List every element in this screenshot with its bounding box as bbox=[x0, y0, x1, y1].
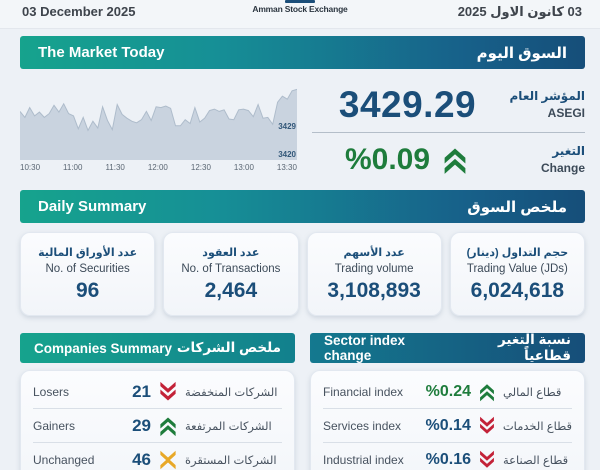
companies-summary-title-ar: ملخص الشركات bbox=[176, 340, 281, 355]
ase-logo-mark-cropped bbox=[285, 0, 315, 3]
companies-summary-title-en: Companies Summary bbox=[34, 340, 173, 356]
index-labels: المؤشر العام ASEGI bbox=[503, 88, 585, 122]
losers-row: Losers 21 الشركات المنخفضة bbox=[33, 375, 282, 408]
sector-index-title-ar: نسبة التغير قطاعياً bbox=[498, 332, 571, 363]
row-label-en: Unchanged bbox=[33, 452, 95, 467]
index-label-en: ASEGI bbox=[547, 106, 585, 120]
daily-summary-header: Daily Summary ملخص السوق bbox=[20, 190, 585, 223]
change-label-en: Change bbox=[540, 161, 585, 175]
ase-logo: Amman Stock Exchange bbox=[0, 0, 600, 14]
chevrons-up-icon bbox=[440, 145, 470, 175]
market-today-title-ar: السوق اليوم bbox=[476, 44, 567, 62]
stat-value: 6,024,618 bbox=[470, 278, 565, 302]
stat-label-ar: حجم التداول (دينار) bbox=[466, 246, 569, 259]
time-tick-label: 12:00 bbox=[147, 163, 168, 172]
chart-value-label-low: 3420 bbox=[278, 150, 296, 159]
companies-summary-panel: Companies Summary ملخص الشركات Losers 21… bbox=[20, 333, 295, 470]
stat-value: 3,108,893 bbox=[327, 278, 421, 302]
general-index-row: 3429.29 المؤشر العام ASEGI bbox=[312, 80, 585, 130]
row-label-ar: قطاع المالي bbox=[503, 386, 562, 399]
sector-index-title-en: Sector index change bbox=[324, 333, 406, 363]
row-value: %0.16 bbox=[425, 450, 471, 468]
index-value: 3429.29 bbox=[338, 84, 477, 125]
change-value: %0.09 bbox=[344, 143, 431, 176]
date-arabic: 03 كانون الاول 2025 bbox=[457, 4, 582, 19]
row-label-en: Services index bbox=[323, 418, 402, 433]
stat-card-trading-value: حجم التداول (دينار) Trading Value (JDs) … bbox=[449, 232, 585, 316]
time-tick-label: 11:30 bbox=[105, 163, 125, 172]
stat-label-ar: عدد الأوراق المالية bbox=[38, 246, 138, 259]
chart-time-axis: 10:30 11:00 11:30 12:00 12:30 13:00 13:30 bbox=[20, 163, 297, 172]
change-value-group: %0.09 bbox=[312, 143, 503, 177]
financial-index-row: Financial index %0.24 قطاع المالي bbox=[323, 375, 572, 408]
index-label-ar: المؤشر العام bbox=[509, 89, 585, 104]
row-label-ar: قطاع الخدمات bbox=[502, 420, 572, 433]
row-label-ar: الشركات المستقرة bbox=[185, 454, 277, 467]
ase-logo-text: Amman Stock Exchange bbox=[252, 4, 348, 14]
stat-label-en: Trading Value (JDs) bbox=[466, 262, 568, 275]
row-value: 21 bbox=[132, 381, 151, 401]
stat-value: 2,464 bbox=[204, 278, 258, 302]
stat-label-en: No. of Securities bbox=[45, 262, 130, 275]
stat-card-trading-volume: عدد الأسهم Trading volume 3,108,893 bbox=[306, 232, 442, 316]
chevrons-down-icon bbox=[478, 450, 496, 470]
companies-summary-card: Losers 21 الشركات المنخفضة Gainers 29 ال… bbox=[20, 370, 295, 470]
time-tick-label: 12:30 bbox=[190, 163, 211, 172]
stat-card-transactions: عدد العقود No. of Transactions 2,464 bbox=[163, 232, 299, 316]
chevrons-up-icon bbox=[478, 382, 496, 402]
stat-value: 96 bbox=[75, 278, 100, 302]
stat-label-ar: عدد الأسهم bbox=[343, 246, 405, 259]
top-bar: 03 December 2025 Amman Stock Exchange 03… bbox=[0, 0, 600, 29]
companies-summary-header: Companies Summary ملخص الشركات bbox=[20, 333, 295, 363]
industrial-index-row: Industrial index %0.16 قطاع الصناعة bbox=[323, 442, 572, 470]
stat-label-ar: عدد العقود bbox=[202, 246, 260, 259]
daily-summary-stats: عدد الأوراق المالية No. of Securities 96… bbox=[20, 232, 585, 316]
chevrons-up-icon bbox=[158, 415, 178, 437]
market-today-header: The Market Today السوق اليوم bbox=[20, 36, 585, 69]
index-change-row: %0.09 التغير Change bbox=[312, 135, 585, 185]
time-tick-label: 13:30 bbox=[276, 163, 297, 172]
index-intraday-chart: 3429 3420 10:30 11:00 11:30 12:00 12:30 13:00… bbox=[20, 84, 297, 176]
time-tick-label: 10:30 bbox=[20, 163, 41, 172]
change-label-ar: التغير bbox=[552, 144, 585, 159]
date-english: 03 December 2025 bbox=[22, 4, 136, 19]
chart-svg bbox=[20, 88, 297, 160]
row-label-en: Losers bbox=[33, 384, 70, 399]
sector-index-card: Financial index %0.24 قطاع المالي Servic… bbox=[310, 370, 585, 470]
row-value: 46 bbox=[132, 449, 151, 469]
change-labels: التغير Change bbox=[503, 143, 585, 177]
sector-index-header: Sector index change نسبة التغير قطاعياً bbox=[310, 332, 585, 363]
stat-label-en: Trading volume bbox=[334, 262, 414, 275]
row-label-en: Industrial index bbox=[323, 452, 404, 467]
time-tick-label: 13:00 bbox=[233, 163, 254, 172]
index-divider bbox=[312, 132, 585, 133]
stat-card-securities: عدد الأوراق المالية No. of Securities 96 bbox=[20, 232, 156, 316]
daily-summary-title-en: Daily Summary bbox=[38, 198, 147, 215]
gainers-row: Gainers 29 الشركات المرتفعة bbox=[33, 408, 282, 442]
chevrons-down-icon bbox=[478, 416, 496, 436]
services-index-row: Services index %0.14 قطاع الخدمات bbox=[323, 408, 572, 442]
row-value: %0.24 bbox=[425, 382, 471, 400]
index-summary-block: 3429.29 المؤشر العام ASEGI %0.09 التغير … bbox=[312, 80, 585, 185]
row-value: %0.14 bbox=[425, 416, 471, 434]
time-tick-label: 11:00 bbox=[63, 163, 83, 172]
row-label-ar: الشركات المرتفعة bbox=[185, 420, 272, 433]
row-label-en: Gainers bbox=[33, 418, 76, 433]
row-label-ar: الشركات المنخفضة bbox=[185, 386, 278, 399]
unchanged-row: Unchanged 46 الشركات المستقرة bbox=[33, 442, 282, 470]
stat-label-en: No. of Transactions bbox=[181, 262, 281, 275]
daily-summary-title-ar: ملخص السوق bbox=[467, 198, 567, 216]
row-value: 29 bbox=[132, 415, 151, 435]
chevrons-down-icon bbox=[158, 381, 178, 403]
chart-value-label-high: 3429 bbox=[278, 122, 296, 131]
sector-index-panel: Sector index change نسبة التغير قطاعياً … bbox=[310, 332, 585, 470]
row-label-ar: قطاع الصناعة bbox=[503, 454, 569, 467]
chevrons-crossed-icon bbox=[158, 449, 178, 470]
market-today-title-en: The Market Today bbox=[38, 44, 165, 61]
row-label-en: Financial index bbox=[323, 384, 404, 399]
